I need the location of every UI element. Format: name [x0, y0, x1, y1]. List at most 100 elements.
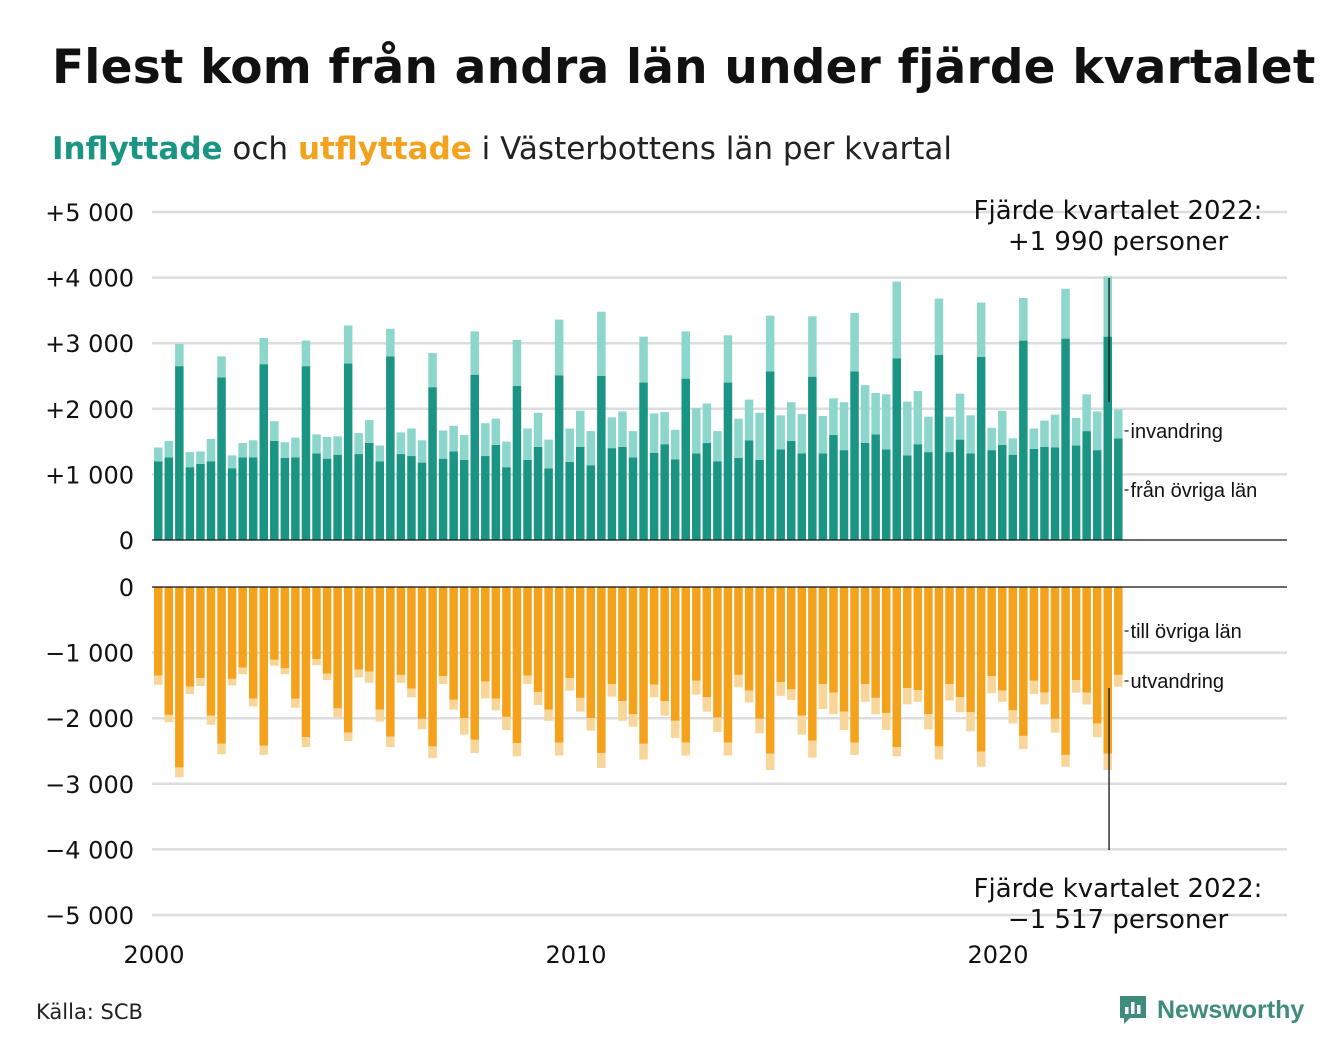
- bar-till-ovriga-lan: [270, 587, 279, 660]
- bar-invandring: [839, 402, 849, 451]
- bar-invandring: [1092, 411, 1102, 451]
- bar-invandring: [618, 411, 627, 447]
- bar-fran-ovriga-lan: [154, 461, 163, 540]
- bar-till-ovriga-lan: [164, 587, 174, 715]
- bar-fran-ovriga-lan: [301, 366, 311, 540]
- bar-utvandring: [238, 667, 247, 675]
- bar-till-ovriga-lan: [1082, 587, 1091, 693]
- bar-fran-ovriga-lan: [1082, 431, 1091, 540]
- bar-invandring: [396, 432, 406, 455]
- bar-invandring: [903, 401, 912, 456]
- bar-fran-ovriga-lan: [470, 374, 479, 540]
- bar-utvandring: [966, 712, 975, 732]
- bar-till-ovriga-lan: [839, 587, 849, 712]
- bar-till-ovriga-lan: [417, 587, 427, 719]
- bar-utvandring: [322, 673, 332, 681]
- bar-fran-ovriga-lan: [259, 364, 268, 540]
- bar-utvandring: [386, 736, 395, 748]
- bar-invandring: [1103, 276, 1112, 337]
- bar-fran-ovriga-lan: [881, 449, 891, 540]
- bar-till-ovriga-lan: [259, 587, 268, 746]
- bar-invandring: [692, 408, 701, 454]
- bar-invandring: [438, 430, 448, 459]
- bar-invandring: [502, 441, 511, 468]
- bar-utvandring: [365, 671, 374, 683]
- bar-fran-ovriga-lan: [217, 377, 226, 540]
- bar-invandring: [955, 393, 965, 440]
- bar-fran-ovriga-lan: [1008, 454, 1018, 540]
- bar-invandring: [892, 281, 901, 359]
- bar-utvandring: [1082, 692, 1091, 705]
- bar-invandring: [248, 440, 258, 458]
- bar-utvandring: [776, 682, 785, 696]
- bar-utvandring: [934, 746, 944, 760]
- bar-invandring: [660, 412, 669, 445]
- bar-utvandring: [829, 692, 838, 715]
- bar-utvandring: [955, 697, 965, 713]
- bar-till-ovriga-lan: [280, 587, 290, 669]
- newsworthy-logo: Newsworthy: [1118, 994, 1304, 1026]
- bar-utvandring: [692, 680, 701, 695]
- bar-till-ovriga-lan: [565, 587, 574, 679]
- bar-till-ovriga-lan: [523, 587, 532, 676]
- bar-utvandring: [913, 689, 923, 702]
- bar-invandring: [586, 431, 596, 466]
- bar-utvandring: [702, 697, 712, 712]
- bar-invandring: [544, 439, 553, 469]
- bar-till-ovriga-lan: [217, 587, 226, 744]
- bar-fran-ovriga-lan: [481, 456, 490, 540]
- bar-fran-ovriga-lan: [597, 376, 606, 540]
- bar-fran-ovriga-lan: [365, 442, 374, 540]
- bar-invandring: [998, 410, 1007, 445]
- bar-till-ovriga-lan: [955, 587, 965, 698]
- bar-utvandring: [217, 743, 226, 755]
- bar-invandring: [628, 431, 638, 458]
- bar-utvandring: [270, 659, 279, 666]
- bar-invandring: [238, 442, 247, 458]
- bar-fran-ovriga-lan: [618, 446, 627, 540]
- bar-invandring: [755, 412, 764, 460]
- bar-invandring: [270, 421, 279, 441]
- bar-invandring: [1019, 297, 1028, 341]
- bar-utvandring: [333, 708, 342, 718]
- bar-fran-ovriga-lan: [976, 356, 986, 540]
- bar-invandring: [787, 402, 796, 441]
- bar-invandring: [723, 335, 733, 383]
- bar-fran-ovriga-lan: [1040, 446, 1049, 540]
- bar-utvandring: [734, 674, 743, 688]
- bar-invandring: [797, 414, 807, 454]
- bar-till-ovriga-lan: [301, 587, 311, 738]
- bar-invandring: [417, 440, 427, 463]
- bar-utvandring: [871, 697, 880, 715]
- bar-fran-ovriga-lan: [681, 378, 690, 540]
- bar-invandring: [639, 336, 648, 383]
- bar-utvandring: [607, 684, 617, 697]
- y-tick-label-bottom: −3 000: [45, 771, 134, 799]
- bar-invandring: [987, 427, 996, 451]
- y-tick-label-bottom: −1 000: [45, 640, 134, 668]
- bar-fran-ovriga-lan: [238, 457, 247, 540]
- bar-till-ovriga-lan: [238, 587, 247, 668]
- bar-utvandring: [175, 767, 184, 778]
- bar-utvandring: [945, 684, 954, 701]
- bar-till-ovriga-lan: [681, 587, 690, 743]
- bar-utvandring: [976, 751, 986, 767]
- bar-till-ovriga-lan: [850, 587, 859, 743]
- bar-till-ovriga-lan: [491, 587, 501, 699]
- bar-till-ovriga-lan: [459, 587, 469, 719]
- bar-utvandring: [681, 742, 690, 756]
- bar-fran-ovriga-lan: [354, 454, 363, 540]
- bar-utvandring: [1092, 723, 1102, 738]
- bar-utvandring: [1019, 735, 1028, 750]
- bar-invandring: [565, 428, 574, 462]
- bar-invandring: [154, 447, 163, 462]
- bar-invandring: [312, 434, 321, 454]
- bar-utvandring: [924, 714, 933, 730]
- bar-fran-ovriga-lan: [818, 453, 828, 540]
- bar-invandring: [934, 298, 944, 356]
- bar-till-ovriga-lan: [1114, 587, 1123, 675]
- bar-fran-ovriga-lan: [776, 449, 785, 540]
- bar-invandring: [428, 353, 437, 388]
- bar-fran-ovriga-lan: [723, 382, 733, 540]
